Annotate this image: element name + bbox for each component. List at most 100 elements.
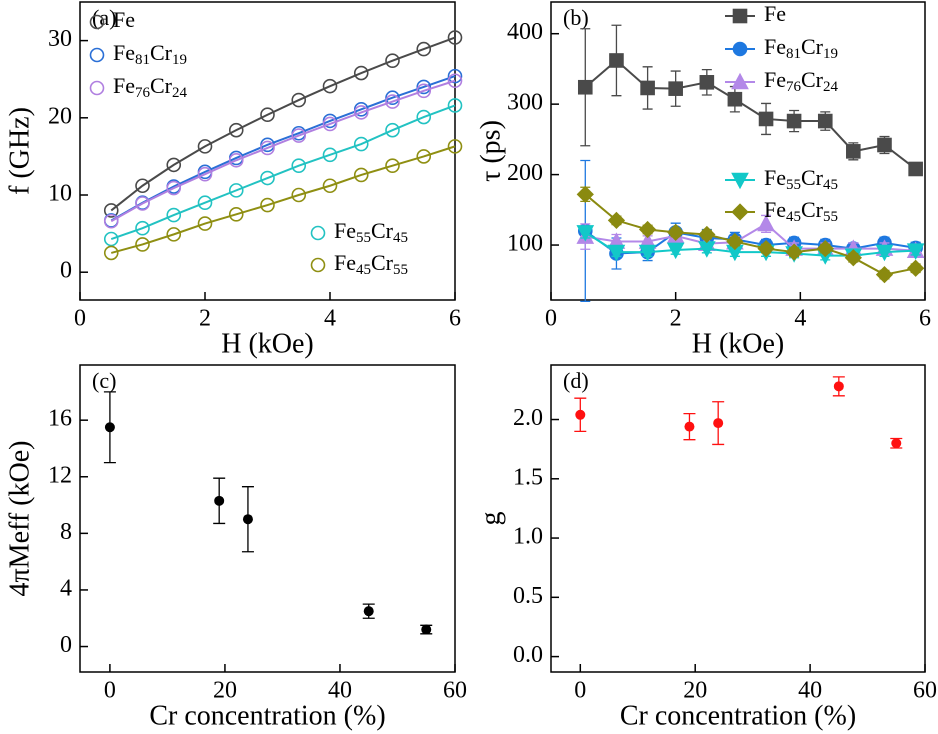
marker — [197, 139, 213, 154]
marker — [726, 232, 744, 251]
marker — [353, 65, 369, 81]
x-tick-label: 0 — [545, 306, 557, 332]
x-tick-label: 20 — [683, 678, 707, 704]
marker — [228, 207, 244, 222]
legend-label: Fe76Cr24 — [113, 73, 188, 101]
x-axis-label: H (kOe) — [221, 328, 314, 359]
point — [104, 422, 115, 433]
x-tick-label: 60 — [913, 678, 937, 704]
marker — [609, 53, 624, 68]
marker — [447, 98, 463, 113]
panel: 0 20 40 60 0.0 0.5 1.0 1.5 2.0 Cr concentration (… — [475, 364, 937, 731]
marker — [135, 196, 150, 211]
legend-label: Fe — [764, 1, 786, 26]
marker — [310, 225, 326, 241]
y-tick-label: 2.0 — [513, 405, 543, 431]
y-axis-label: 4πMeff (kOe) — [4, 441, 35, 597]
x-axis-label: Cr concentration (%) — [149, 700, 385, 731]
y-tick-label: 200 — [507, 160, 543, 186]
x-tick-label: 4 — [324, 306, 336, 332]
marker — [727, 91, 743, 107]
marker — [228, 122, 244, 138]
marker — [310, 257, 326, 273]
marker — [667, 223, 685, 242]
marker — [228, 152, 244, 168]
marker — [353, 167, 369, 183]
marker — [908, 161, 923, 177]
legend-label: Fe55Cr45 — [334, 218, 408, 246]
x-tick-label: 20 — [213, 678, 237, 704]
marker — [447, 73, 463, 89]
legend-label: Fe55Cr45 — [764, 165, 838, 193]
y-tick-label: 20 — [48, 103, 72, 129]
marker — [385, 94, 400, 109]
y-tick-label: 10 — [48, 181, 72, 207]
marker — [577, 79, 593, 95]
x-tick-label: 60 — [443, 678, 467, 704]
marker — [906, 243, 925, 260]
plot-frame — [79, 1, 456, 301]
marker — [197, 195, 213, 211]
y-axis-label: f (GHz) — [4, 107, 35, 195]
point — [575, 409, 586, 420]
marker — [416, 149, 432, 164]
marker — [260, 170, 275, 186]
point — [363, 606, 374, 617]
y-tick-label: 12 — [48, 462, 72, 488]
marker — [385, 53, 400, 68]
series-line — [110, 145, 456, 254]
marker — [103, 231, 119, 247]
marker — [638, 244, 657, 262]
series-line — [584, 231, 916, 257]
marker — [758, 111, 774, 127]
marker — [907, 259, 925, 277]
x-tick-label: 40 — [798, 678, 822, 704]
marker — [817, 113, 833, 129]
marker — [260, 197, 275, 213]
marker — [353, 105, 369, 120]
marker — [757, 214, 775, 232]
y-tick-label: 30 — [48, 26, 72, 52]
panel-label: (b) — [563, 5, 589, 30]
marker — [322, 78, 338, 94]
marker — [785, 243, 803, 261]
marker — [731, 72, 749, 90]
marker — [89, 80, 105, 96]
x-tick-label: 2 — [199, 306, 211, 332]
marker — [385, 90, 400, 106]
marker — [731, 172, 749, 190]
panel-label: (c) — [92, 368, 116, 393]
y-axis-label: τ (ps) — [475, 120, 506, 182]
panel-label: (d) — [563, 368, 589, 393]
plot-frame — [550, 1, 926, 301]
y-tick-label: 100 — [507, 231, 543, 257]
marker — [103, 213, 119, 229]
marker — [447, 30, 463, 45]
legend-label: Fe45Cr55 — [334, 250, 408, 278]
panel-label: (a) — [92, 5, 116, 30]
panel: 0 20 40 60 0 4 8 12 16 Cr concentration (%) 4πMeff… — [4, 364, 467, 731]
y-tick-label: 0.0 — [513, 642, 543, 668]
marker — [416, 41, 432, 57]
marker — [89, 14, 105, 30]
marker — [385, 158, 400, 173]
series-line — [584, 193, 916, 276]
y-tick-label: 16 — [48, 406, 72, 432]
marker — [103, 203, 119, 218]
x-tick-label: 6 — [919, 306, 931, 332]
legend-label: Fe76Cr24 — [764, 67, 839, 95]
y-tick-label: 0 — [60, 632, 72, 658]
marker — [844, 249, 862, 267]
panel: 0 2 4 6 0 10 20 30 H (kOe) f (GHz) (a)Fe Fe81Cr19 Fe… — [4, 1, 463, 359]
x-tick-label: 6 — [449, 306, 461, 332]
marker — [877, 137, 892, 153]
marker — [447, 139, 463, 154]
marker — [816, 239, 834, 258]
x-tick-label: 2 — [670, 306, 682, 332]
marker — [322, 116, 338, 132]
marker — [447, 68, 463, 84]
x-tick-label: 0 — [104, 678, 116, 704]
y-tick-label: 1.5 — [513, 464, 543, 490]
marker — [698, 225, 716, 244]
